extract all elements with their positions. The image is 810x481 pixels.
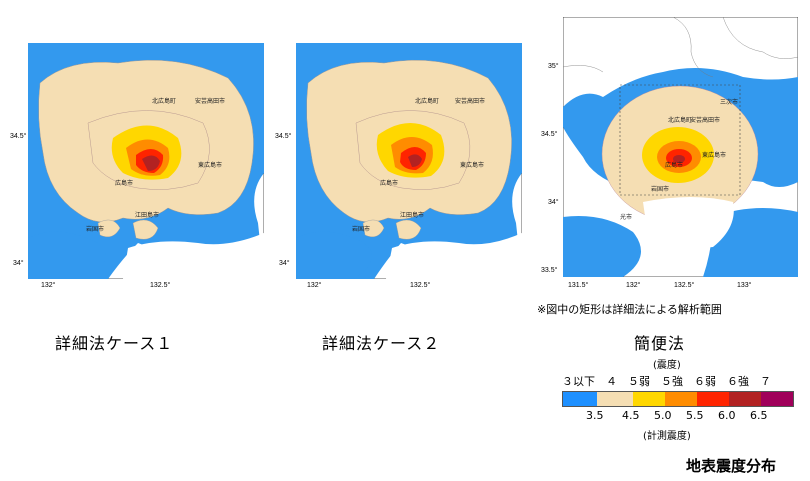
map3-city-label: 北広島町 — [668, 117, 693, 124]
map2-city-label: 安芸高田市 — [455, 98, 486, 105]
map3-city-label: 東広島市 — [702, 152, 727, 159]
legend-threshold: 3.5 — [586, 409, 604, 422]
map1-caption: 詳細法ケース１ — [55, 334, 174, 353]
map3-lat-tick-35: 35° — [548, 63, 559, 70]
legend-class-labels: ３以下 ４ ５弱 ５強 ６弱 ６強 ７ — [562, 375, 771, 388]
map2-lat-tick-top: 34.5° — [275, 133, 292, 140]
map-1-canvas — [28, 43, 264, 279]
map2-city-label: 広島市 — [380, 180, 399, 187]
map1-lat-tick-bottom: 34° — [13, 260, 24, 267]
map1-city-label: 東広島市 — [198, 162, 223, 169]
map2-city-label: 江田島市 — [400, 212, 425, 219]
map3-city-label: 三次市 — [720, 99, 739, 106]
legend-swatch — [729, 392, 761, 406]
map3-lat-tick-33-5: 33.5° — [541, 267, 558, 274]
map3-lat-tick-34: 34° — [548, 199, 559, 206]
map3-city-label: 岩国市 — [651, 186, 670, 193]
legend-swatch — [697, 392, 729, 406]
map2-city-label: 北広島町 — [415, 98, 440, 105]
map3-city-label: 安芸高田市 — [690, 117, 721, 124]
map2-caption: 詳細法ケース２ — [322, 334, 441, 353]
legend-swatch — [597, 392, 633, 406]
map1-city-label: 岩国市 — [86, 226, 105, 233]
map3-caption: 簡便法 — [634, 334, 686, 353]
map-2-canvas — [296, 43, 522, 279]
map2-lat-tick-bottom: 34° — [279, 260, 290, 267]
legend-threshold: 6.5 — [750, 409, 768, 422]
legend-threshold: 4.5 — [622, 409, 640, 422]
legend-unit: (計測震度) — [643, 431, 691, 442]
map2-lon-tick-mid: 132.5° — [410, 282, 431, 289]
map3-city-label: 光市 — [620, 214, 633, 221]
legend-swatch — [563, 392, 597, 406]
legend-swatch — [633, 392, 665, 406]
map3-lon-tick-131-5: 131.5° — [568, 282, 589, 289]
map3-lon-tick-133: 133° — [737, 282, 752, 289]
main-title: 地表震度分布 — [686, 457, 777, 475]
map2-city-label: 岩国市 — [352, 226, 371, 233]
map2-lon-tick-left: 132° — [307, 282, 322, 289]
map3-lon-tick-132-5: 132.5° — [674, 282, 695, 289]
map1-city-label: 安芸高田市 — [195, 98, 226, 105]
map1-lon-tick-mid: 132.5° — [150, 282, 171, 289]
map2-city-label: 東広島市 — [460, 162, 485, 169]
map-3-canvas — [563, 17, 798, 277]
analysis-range-note: ※図中の矩形は詳細法による解析範囲 — [537, 303, 722, 316]
map-simplified-method — [563, 17, 798, 277]
map1-city-label: 江田島市 — [135, 212, 160, 219]
legend-swatch — [761, 392, 793, 406]
map1-city-label: 北広島町 — [152, 98, 177, 105]
legend-threshold: 6.0 — [718, 409, 736, 422]
legend-color-bar — [562, 391, 794, 407]
analysis-range-rectangle — [619, 84, 741, 196]
map-detailed-case-1 — [28, 43, 264, 279]
legend-threshold: 5.5 — [686, 409, 704, 422]
legend-title: (震度) — [653, 360, 681, 371]
map1-lat-tick-top: 34.5° — [10, 133, 27, 140]
legend-swatch — [665, 392, 697, 406]
map3-lat-tick-34-5: 34.5° — [541, 131, 558, 138]
map3-city-label: 広島市 — [665, 162, 684, 169]
map-detailed-case-2 — [296, 43, 522, 279]
legend-threshold: 5.0 — [654, 409, 672, 422]
map3-lon-tick-132: 132° — [626, 282, 641, 289]
map1-city-label: 広島市 — [115, 180, 134, 187]
map1-lon-tick-left: 132° — [41, 282, 56, 289]
